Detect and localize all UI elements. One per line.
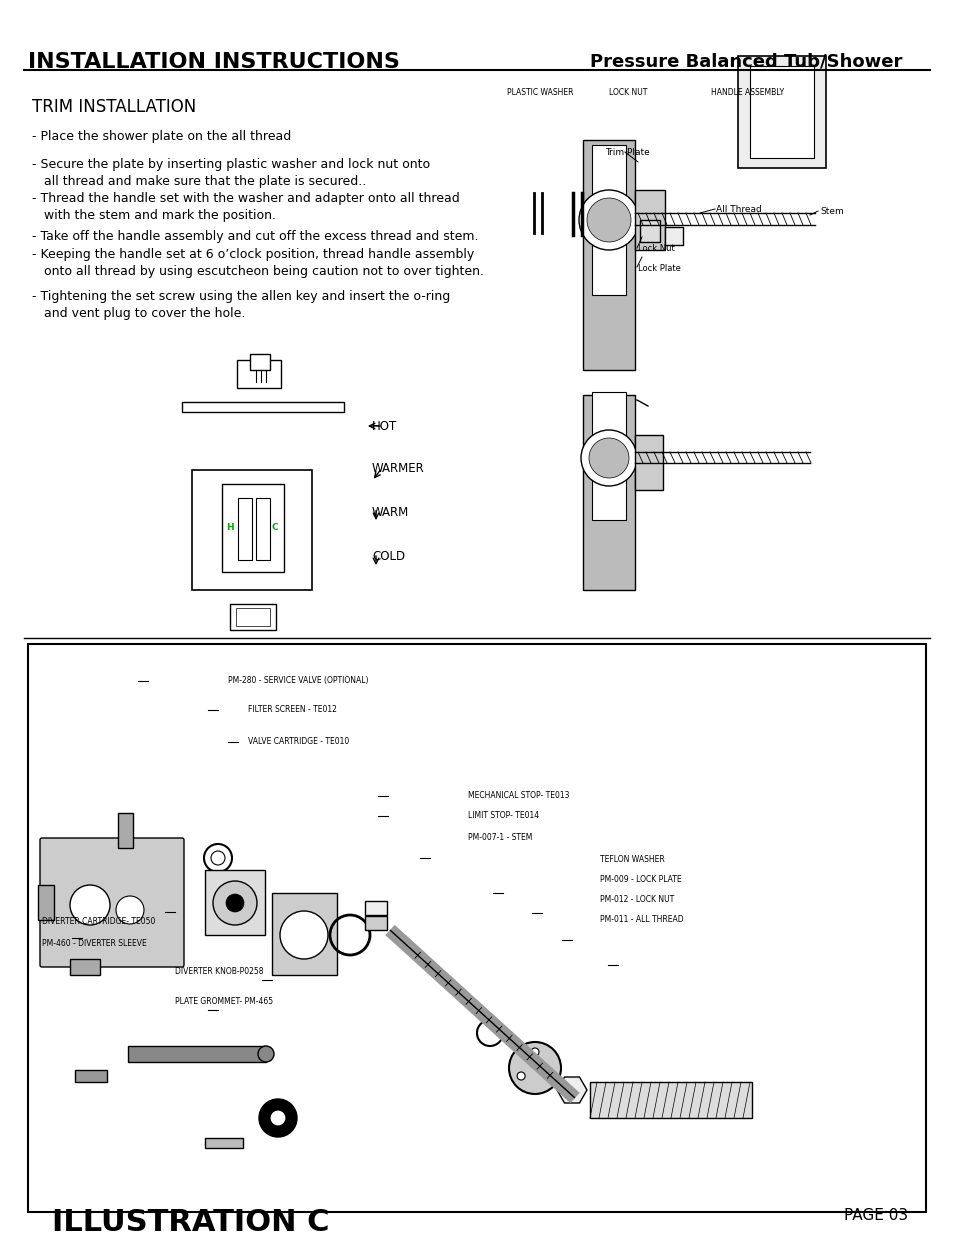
Circle shape [580,430,637,487]
Bar [255,498,270,559]
Text: PM-012 - LOCK NUT: PM-012 - LOCK NUT [599,895,674,904]
Bar [250,354,270,370]
Bar [272,893,336,974]
Circle shape [588,438,628,478]
Circle shape [531,1049,538,1056]
Circle shape [257,1046,274,1062]
Text: PM-280 - SERVICE VALVE (OPTIONAL): PM-280 - SERVICE VALVE (OPTIONAL) [228,677,368,685]
Bar [205,1137,243,1149]
Bar [589,1082,751,1118]
Text: Pressure Balanced Tub/Shower: Pressure Balanced Tub/Shower [589,52,902,70]
Bar [118,813,132,848]
Text: VALVE CARTRIDGE - TE010: VALVE CARTRIDGE - TE010 [248,737,349,746]
Text: WARMER: WARMER [372,462,424,474]
Text: PM-007-1 - STEM: PM-007-1 - STEM [468,834,532,842]
Text: PAGE 03: PAGE 03 [843,1208,907,1223]
FancyBboxPatch shape [40,839,184,967]
Bar [236,359,281,388]
Text: Trim Plate: Trim Plate [604,148,649,157]
Text: TRIM INSTALLATION: TRIM INSTALLATION [32,98,196,116]
Text: - Secure the plate by inserting plastic washer and lock nut onto
   all thread a: - Secure the plate by inserting plastic … [32,158,430,188]
Bar [582,140,635,370]
Text: PLATE GROMMET- PM-465: PLATE GROMMET- PM-465 [174,998,273,1007]
Text: Lock Nut: Lock Nut [638,245,674,253]
Text: C: C [272,524,278,532]
Circle shape [544,1072,553,1079]
Bar [237,498,252,559]
Text: PM-460 - DIVERTER SLEEVE: PM-460 - DIVERTER SLEEVE [42,940,147,948]
Circle shape [578,190,639,249]
Text: PM-009 - LOCK PLATE: PM-009 - LOCK PLATE [599,876,680,884]
Text: ILLUSTRATION C: ILLUSTRATION C [52,1208,329,1235]
Bar [749,65,813,158]
Bar [75,1070,107,1082]
Text: MECHANICAL STOP- TE013: MECHANICAL STOP- TE013 [468,792,569,800]
Bar [635,190,664,249]
Text: PLASTIC WASHER: PLASTIC WASHER [506,88,573,98]
Circle shape [258,1099,296,1137]
Text: - Thread the handle set with the washer and adapter onto all thread
   with the : - Thread the handle set with the washer … [32,191,459,222]
Bar [28,643,925,1212]
Circle shape [226,894,244,911]
Circle shape [116,897,144,924]
Text: TEFLON WASHER: TEFLON WASHER [599,856,664,864]
Text: - Keeping the handle set at 6 o’clock position, thread handle assembly
   onto a: - Keeping the handle set at 6 o’clock po… [32,248,483,278]
Text: LOCK NUT: LOCK NUT [608,88,646,98]
Text: - Place the shower plate on the all thread: - Place the shower plate on the all thre… [32,130,291,143]
Circle shape [586,198,630,242]
Bar [128,1046,266,1062]
Text: DIVERTER KNOB-P0258: DIVERTER KNOB-P0258 [174,967,263,977]
Bar [582,395,635,590]
Bar [365,916,387,930]
Bar [664,227,682,245]
Text: PM-011 - ALL THREAD: PM-011 - ALL THREAD [599,915,683,925]
Text: LIMIT STOP- TE014: LIMIT STOP- TE014 [468,811,538,820]
Text: COLD: COLD [372,550,405,562]
Bar [70,960,100,974]
Circle shape [70,885,110,925]
Text: All Thread: All Thread [716,205,760,214]
Text: H: H [226,524,233,532]
Bar [738,56,825,168]
Bar [38,885,54,920]
Bar [205,869,265,935]
Text: INSTALLATION INSTRUCTIONS: INSTALLATION INSTRUCTIONS [28,52,399,72]
Bar [230,604,275,630]
Bar [192,471,312,590]
Circle shape [280,911,328,960]
Circle shape [517,1072,524,1079]
Text: FILTER SCREEN - TE012: FILTER SCREEN - TE012 [248,705,336,715]
Circle shape [270,1110,286,1126]
Circle shape [509,1042,560,1094]
Text: HOT: HOT [372,420,396,432]
Bar [235,608,270,626]
Bar [592,391,625,520]
Text: - Take off the handle assembly and cut off the excess thread and stem.: - Take off the handle assembly and cut o… [32,230,478,243]
Bar [222,484,284,572]
Circle shape [213,881,256,925]
Text: - Tightening the set screw using the allen key and insert the o-ring
   and vent: - Tightening the set screw using the all… [32,290,450,320]
Text: HANDLE ASSEMBLY: HANDLE ASSEMBLY [711,88,783,98]
Text: WARM: WARM [372,505,409,519]
Bar [365,902,387,915]
Bar [635,435,662,490]
Bar [639,220,659,242]
Text: DIVERTER CARTRIDGE- TE050: DIVERTER CARTRIDGE- TE050 [42,918,155,926]
Text: Stem: Stem [820,206,842,215]
Bar [592,144,625,295]
Bar [182,403,344,412]
Text: Lock Plate: Lock Plate [638,264,680,273]
